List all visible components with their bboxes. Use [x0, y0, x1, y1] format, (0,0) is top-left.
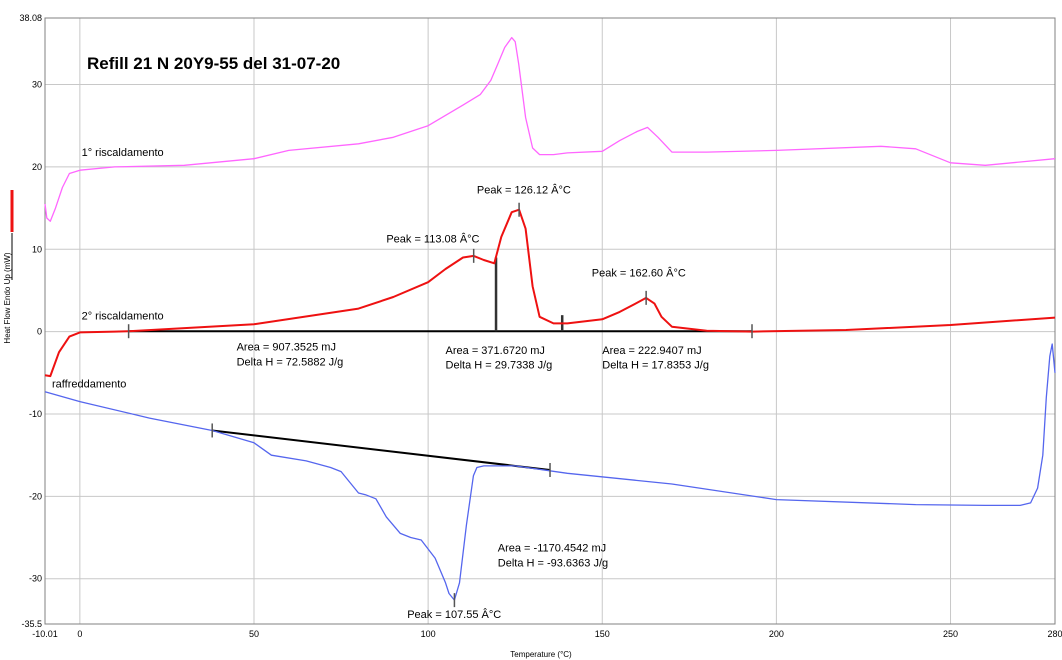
annotation-label: Delta H = 29.7338 J/g — [446, 360, 553, 372]
y-tick-label: -30 — [29, 574, 42, 584]
y-tick-label: -10 — [29, 409, 42, 419]
annotation-label: 1° riscaldamento — [82, 147, 164, 159]
series-lines — [44, 36, 1056, 601]
annotation-label: Peak = 107.55 Â°C — [407, 608, 501, 621]
tick-labels: -10.01 0 50 100 150 200 250 28038.083020100-10-… — [19, 13, 1062, 639]
annotation-label: Delta H = 17.8353 J/g — [602, 360, 709, 372]
annotation-label: Delta H = -93.6363 J/g — [498, 557, 608, 569]
annotation-label: Area = -1170.4542 mJ — [498, 543, 606, 555]
plot-frame — [44, 17, 1056, 625]
x-axis-title: Temperature (°C) — [510, 650, 572, 659]
annotation-label: Peak = 162.60 Â°C — [592, 266, 686, 279]
y-tick-label: 10 — [32, 244, 42, 254]
y-tick-label: 38.08 — [19, 13, 42, 23]
x-tick-label: 200 — [769, 629, 784, 639]
annotation-label: Area = 222.9407 mJ — [602, 345, 701, 357]
grid — [45, 18, 1055, 624]
x-tick-label: 50 — [249, 629, 259, 639]
annotation-label: Peak = 113.08 Â°C — [386, 233, 479, 246]
series-line-2-riscaldamento — [44, 208, 1056, 378]
y-axis-title: Heat Flow Endo Up (mW) — [3, 252, 12, 343]
y-tick-label: -35.5 — [21, 619, 42, 629]
markers — [127, 202, 753, 608]
y-tick-label: 0 — [37, 327, 42, 337]
x-tick-label: 100 — [421, 629, 436, 639]
axes — [44, 17, 1056, 625]
baseline — [212, 429, 551, 471]
series-line-1-riscaldamento — [44, 36, 1056, 222]
x-tick-label: 250 — [943, 629, 958, 639]
x-tick-label: -10.01 — [32, 629, 58, 639]
y-tick-label: -20 — [29, 491, 42, 501]
x-tick-label: 150 — [595, 629, 610, 639]
y-tick-label: 30 — [32, 80, 42, 90]
annotations: 1° riscaldamento 2° riscaldamento raffredd… — [52, 147, 709, 621]
x-tick-label: 0 — [77, 629, 82, 639]
annotation-label: 2° riscaldamento — [82, 310, 164, 322]
y-tick-label: 20 — [32, 162, 42, 172]
annotation-label: raffreddamento — [52, 379, 126, 391]
x-tick-label: 280 — [1047, 629, 1062, 639]
annotation-label: Delta H = 72.5882 J/g — [237, 356, 344, 368]
annotation-label: Peak = 126.12 Â°C — [477, 183, 571, 196]
chart-title: Refill 21 N 20Y9-55 del 31-07-20 — [87, 54, 340, 73]
annotation-label: Area = 371.6720 mJ — [446, 345, 545, 357]
annotation-label: Area = 907.3525 mJ — [237, 342, 336, 354]
